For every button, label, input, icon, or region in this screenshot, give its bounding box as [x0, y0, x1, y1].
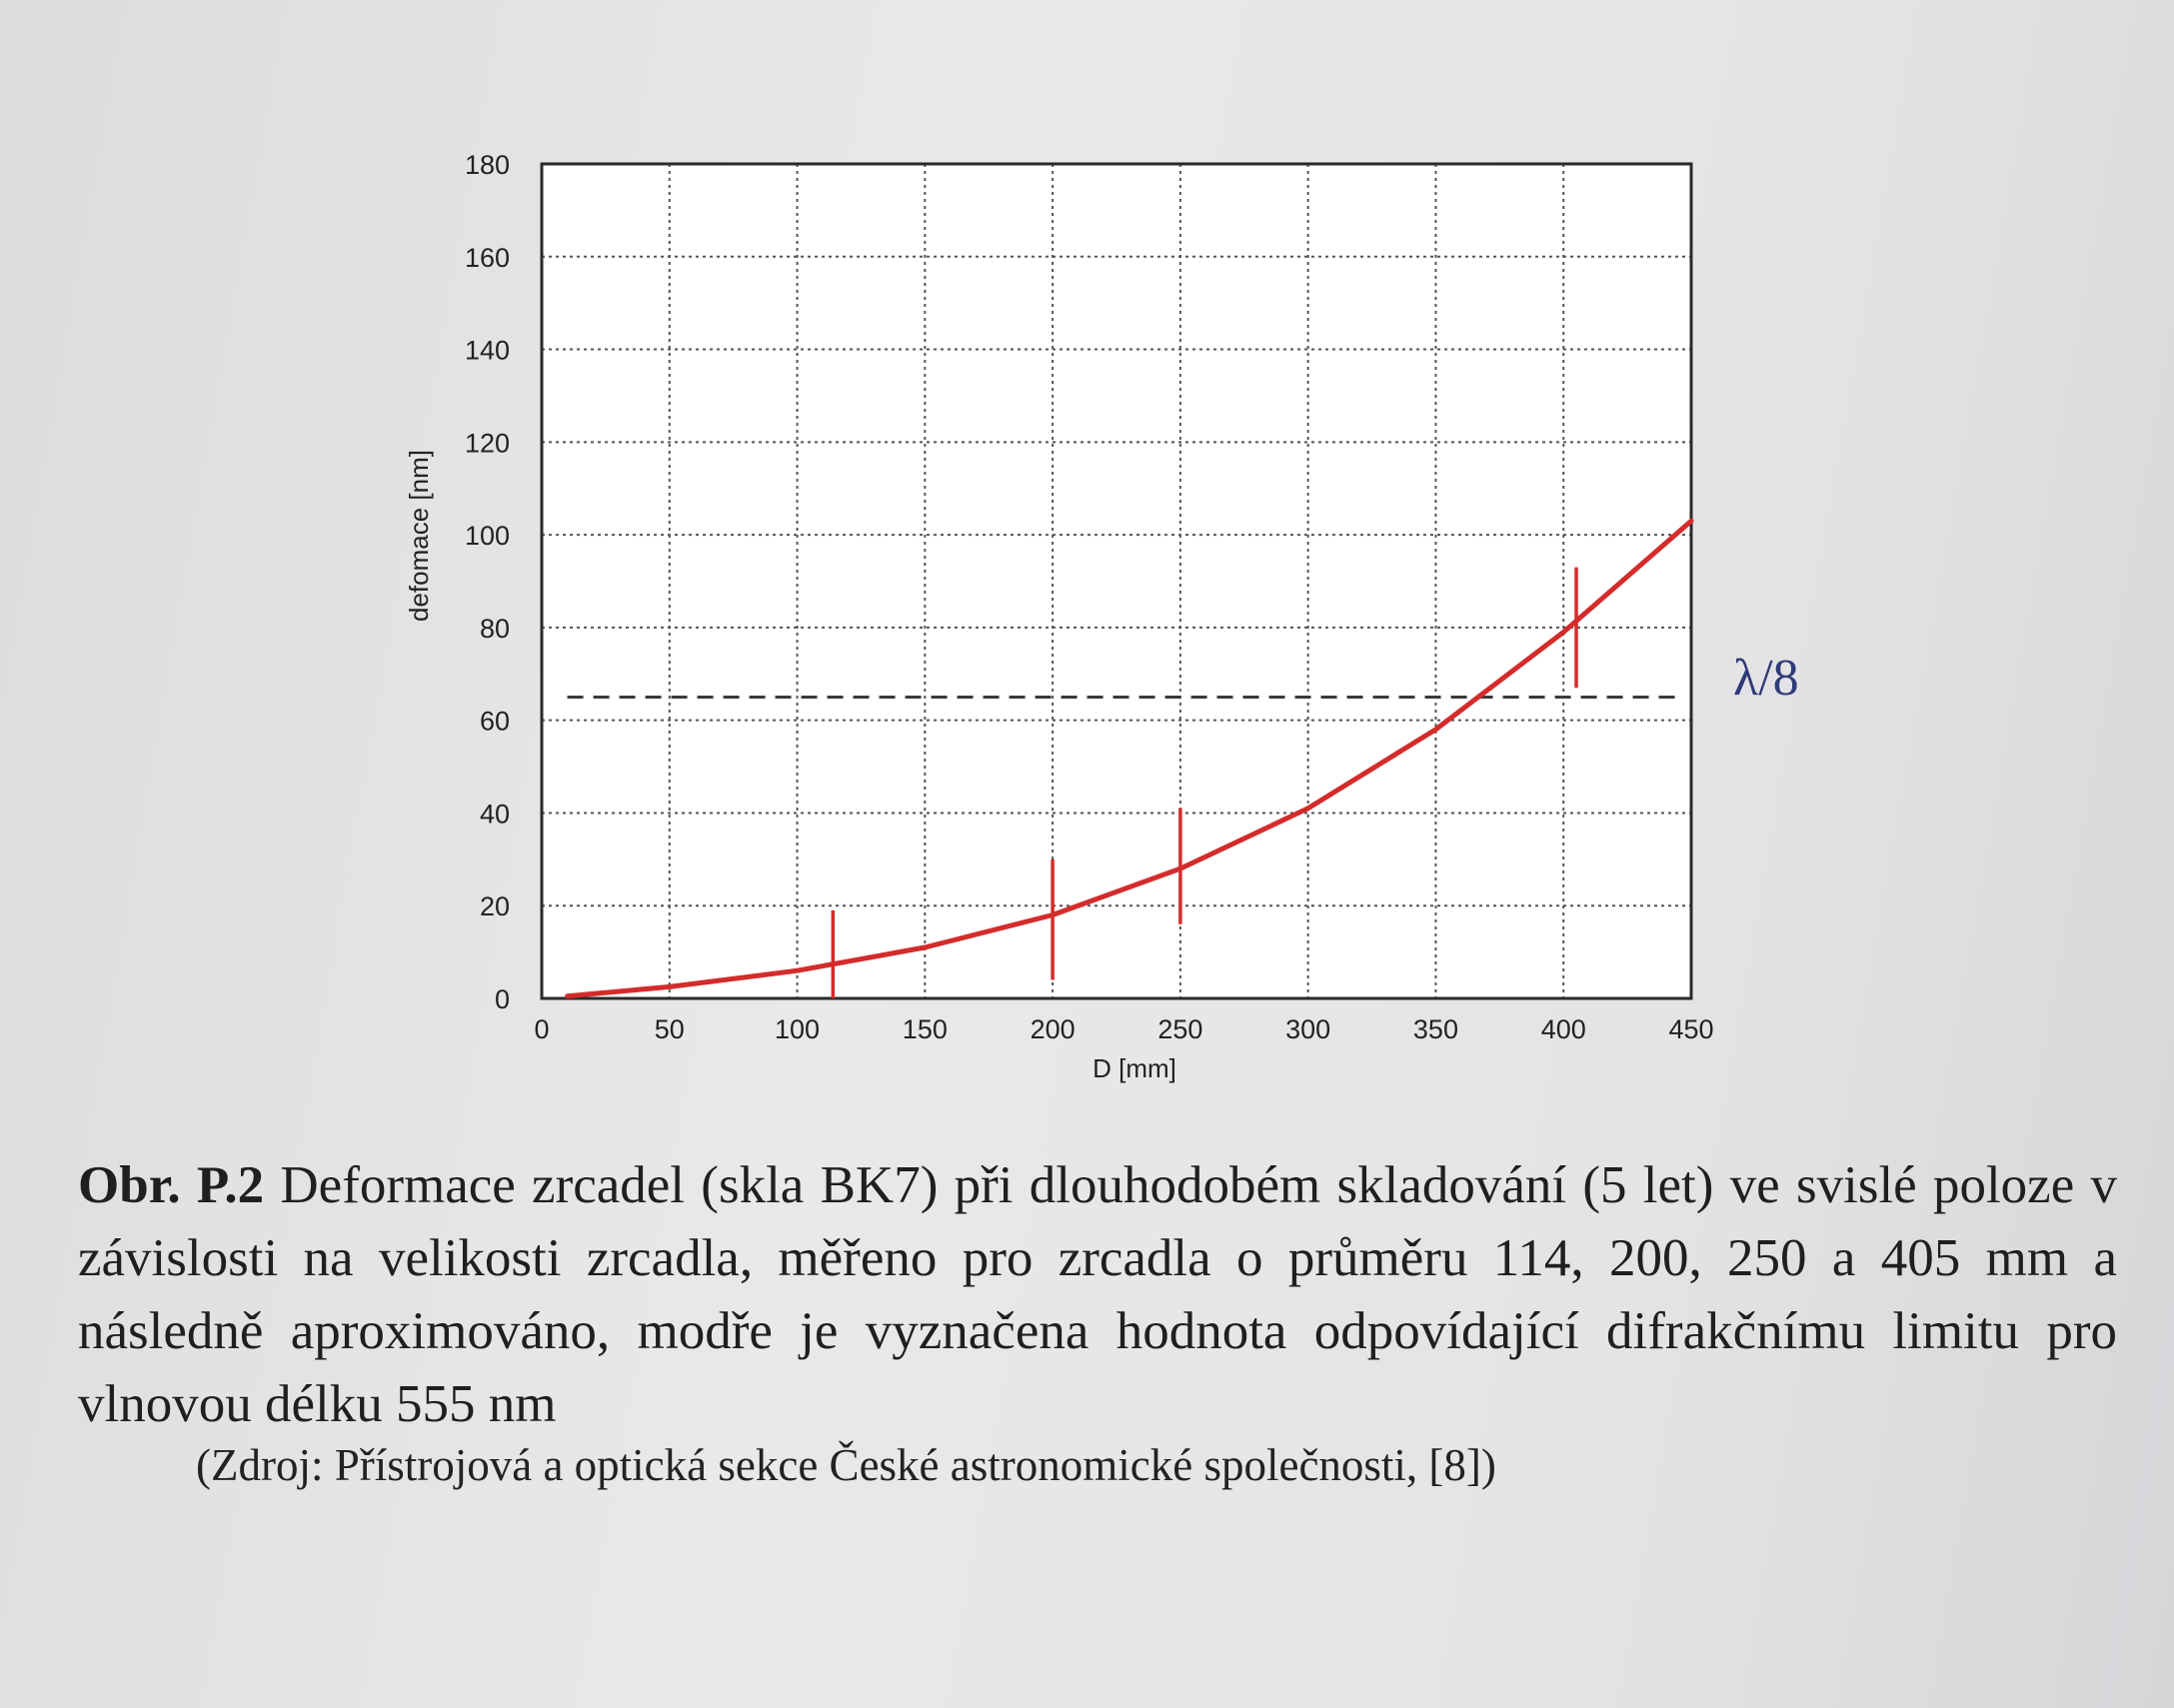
error-bar-layer: [831, 567, 1578, 998]
y-tick-label: 120: [465, 428, 510, 458]
x-tick-label: 350: [1413, 1014, 1458, 1044]
lambda-label: λ/8: [1733, 650, 1799, 707]
x-tick-label: 400: [1541, 1014, 1586, 1044]
y-tick-label: 60: [480, 707, 510, 737]
y-tick-label: 100: [465, 521, 510, 551]
caption-source: (Zdroj: Přístrojová a optická sekce Česk…: [196, 1440, 1496, 1490]
y-tick-label: 180: [465, 150, 510, 180]
series-layer: [565, 518, 1694, 999]
x-tick-label: 300: [1285, 1014, 1330, 1044]
caption-text: Deformace zrcadel (skla BK7) při dlouhod…: [78, 1156, 2117, 1433]
x-tick-label: 150: [903, 1014, 948, 1044]
tick-label-layer: 0 50 100 150 200 250 300 350 400 450 0 20 40 60 80 100 1…: [465, 150, 1714, 1044]
caption-lead: Obr. P.2: [78, 1156, 265, 1214]
deformation-chart: 0 50 100 150 200 250 300 350 400 450 0 20 40 60 80 100 1…: [404, 150, 1799, 1083]
y-axis-title: defomace [nm]: [404, 450, 434, 622]
x-tick-label: 450: [1668, 1014, 1713, 1044]
plot-frame: [540, 162, 1693, 1000]
y-tick-label: 160: [465, 243, 510, 273]
x-tick-label: 100: [775, 1014, 820, 1044]
y-tick-label: 20: [480, 891, 510, 921]
deformation-curve: [565, 518, 1694, 999]
x-tick-label: 0: [534, 1014, 549, 1044]
y-tick-label: 40: [480, 799, 510, 829]
y-tick-label: 0: [495, 984, 510, 1014]
y-tick-label: 80: [480, 614, 510, 644]
x-tick-label: 50: [655, 1014, 685, 1044]
figure-caption: Obr. P.2 Deformace zrcadel (skla BK7) př…: [78, 1149, 2117, 1441]
plot-area: [542, 164, 1691, 998]
y-tick-label: 140: [465, 336, 510, 366]
x-tick-label: 250: [1157, 1014, 1202, 1044]
x-axis-title: D [mm]: [1092, 1053, 1176, 1083]
x-tick-label: 200: [1031, 1014, 1076, 1044]
